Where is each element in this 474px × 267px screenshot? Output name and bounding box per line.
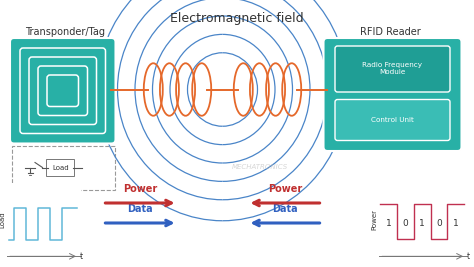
FancyBboxPatch shape [335,46,450,92]
FancyBboxPatch shape [10,38,116,143]
Text: 0: 0 [402,219,408,227]
FancyBboxPatch shape [46,159,74,176]
Text: Electromagnetic field: Electromagnetic field [170,12,304,25]
Text: 0: 0 [436,219,442,227]
Text: Load: Load [52,164,69,171]
Text: RFID Reader: RFID Reader [360,27,420,37]
Text: Power: Power [123,184,157,194]
Y-axis label: Load: Load [0,211,6,228]
Text: Power: Power [268,184,302,194]
Text: 1: 1 [453,219,459,227]
FancyBboxPatch shape [335,100,450,140]
Text: t: t [467,252,470,261]
Text: MECHATRONICS: MECHATRONICS [232,164,288,170]
Text: Radio Frequency
Module: Radio Frequency Module [363,62,422,76]
Text: Control Unit: Control Unit [371,117,414,123]
Text: 1: 1 [386,219,392,227]
FancyBboxPatch shape [323,38,462,151]
Text: Data: Data [272,204,298,214]
Text: 1: 1 [419,219,425,227]
Text: Data: Data [127,204,153,214]
Y-axis label: Power: Power [372,209,378,230]
Text: t: t [80,252,83,261]
Text: Transponder/Tag: Transponder/Tag [25,27,105,37]
